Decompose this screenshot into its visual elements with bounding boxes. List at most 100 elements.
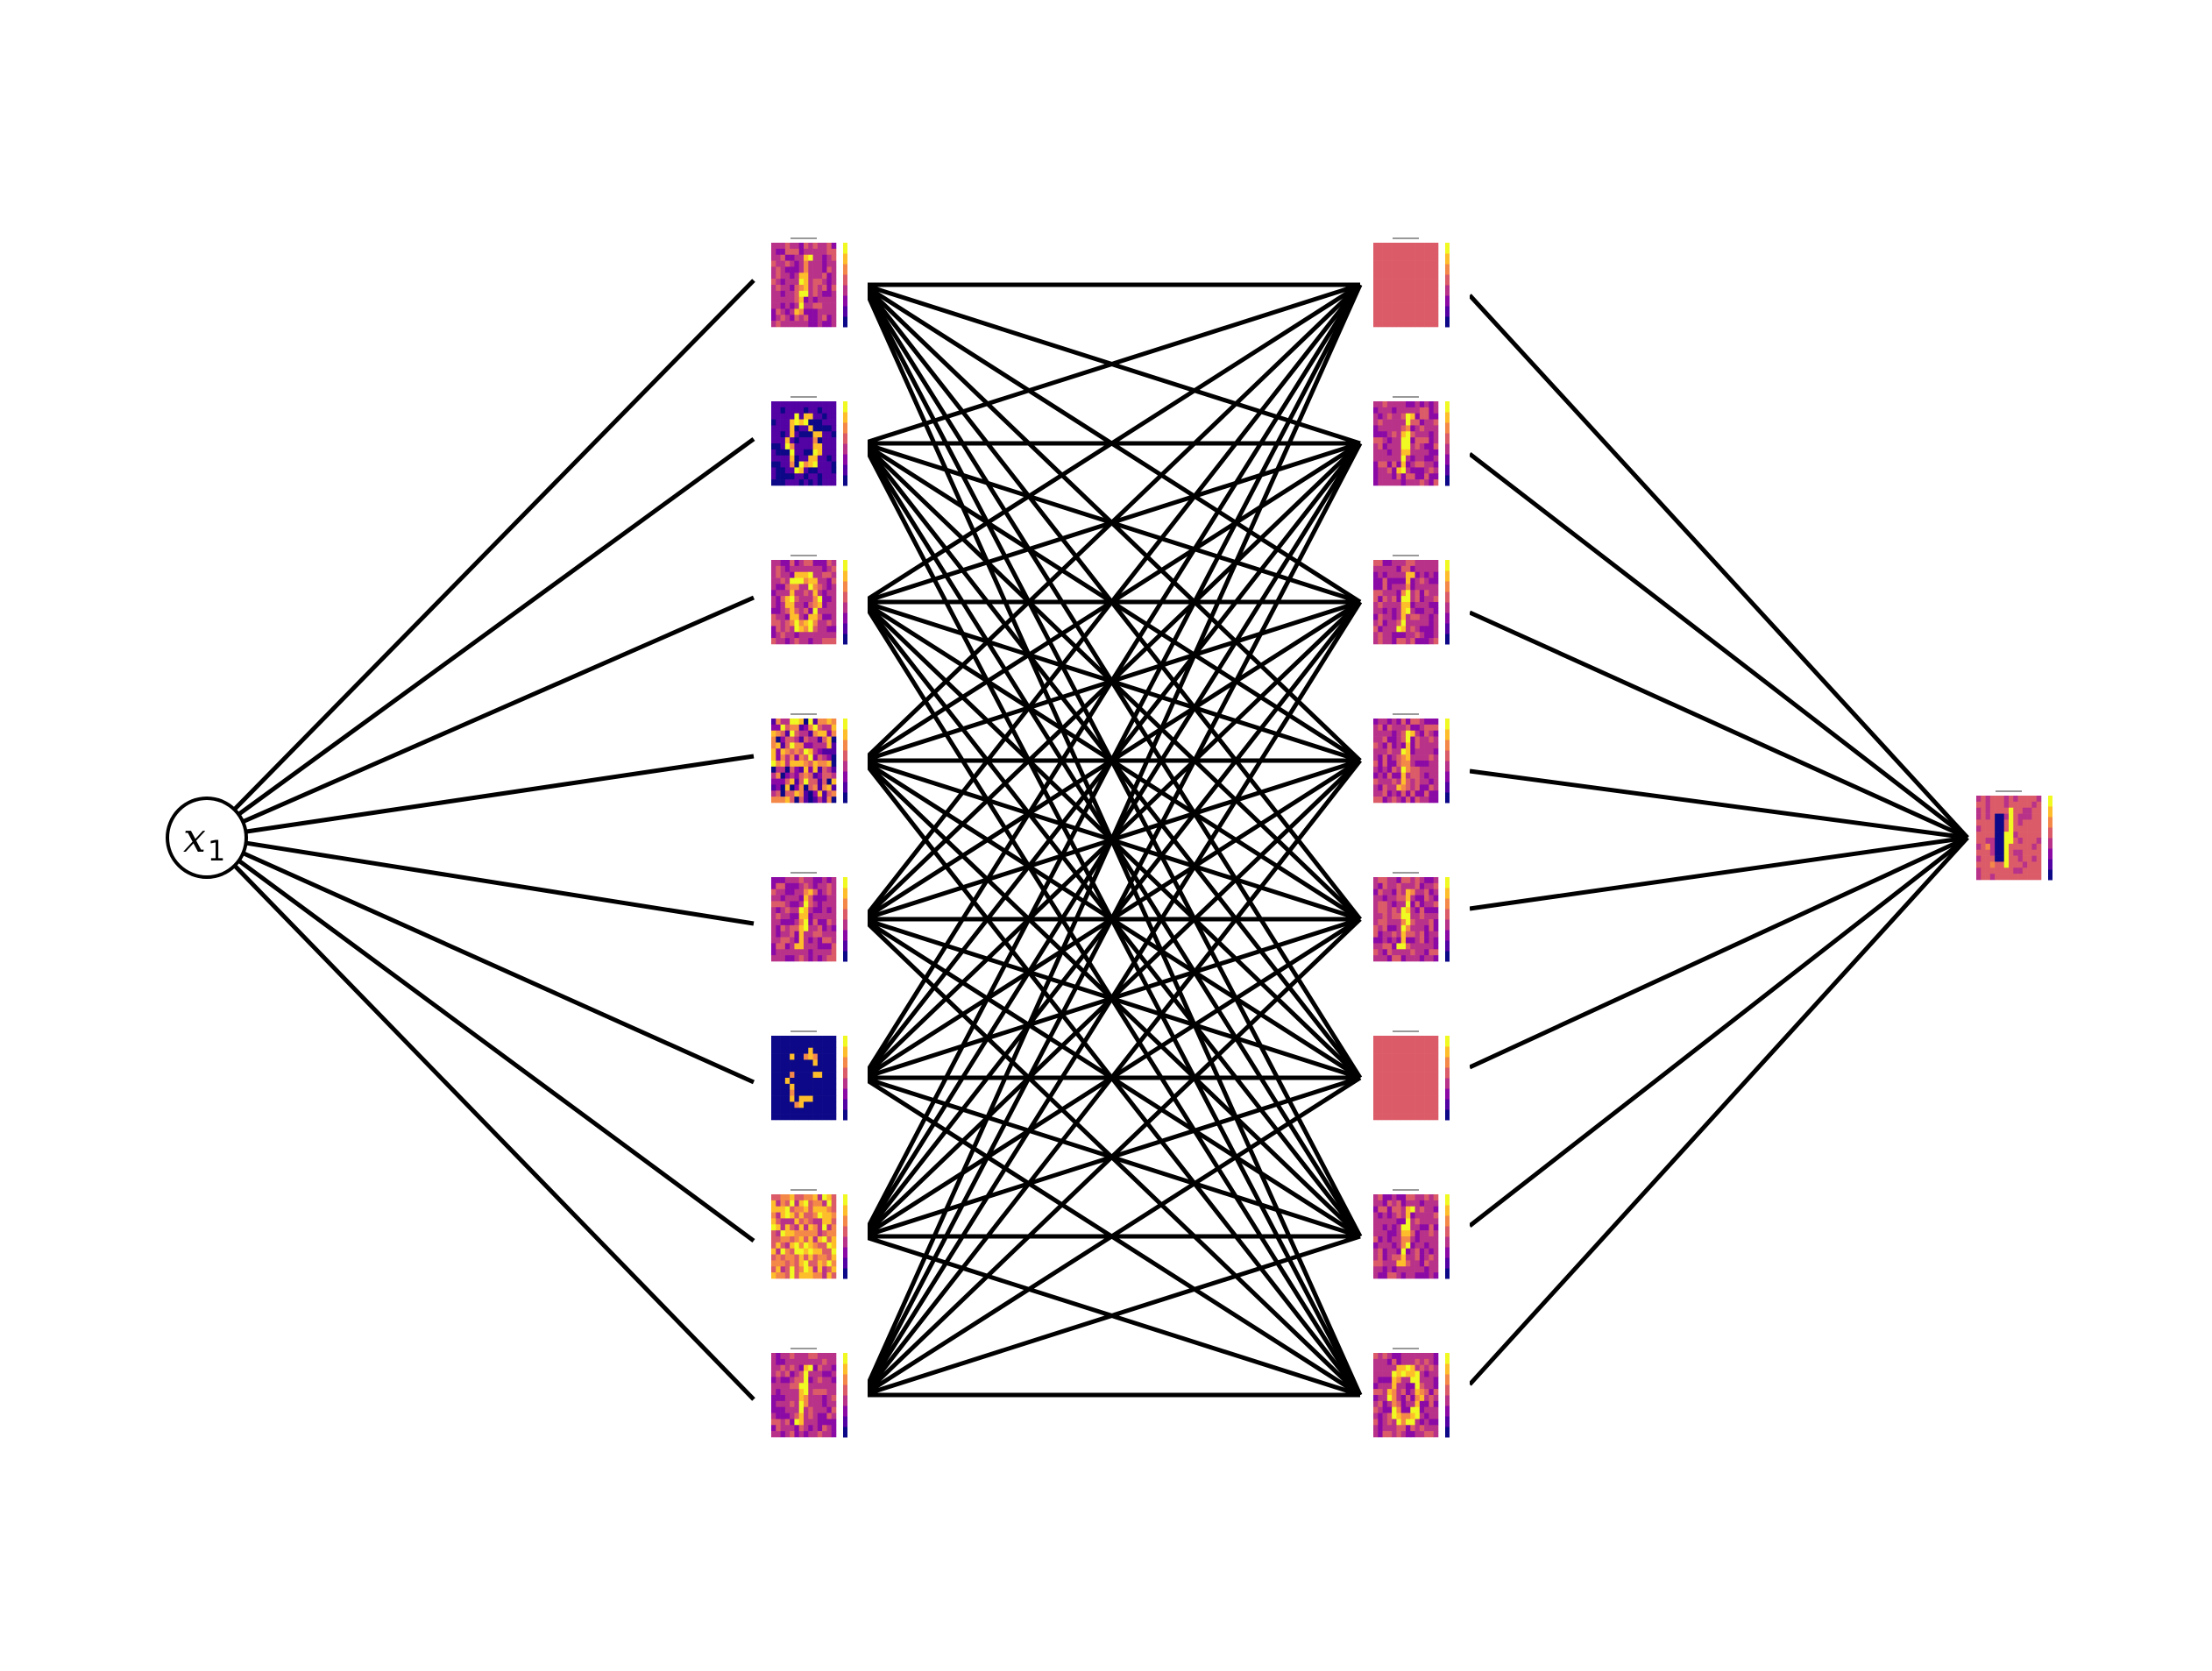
map-cell	[1392, 1254, 1397, 1261]
map-cell	[780, 1364, 786, 1371]
map-cell	[798, 1419, 805, 1426]
map-cell	[771, 748, 776, 755]
map-cell	[1433, 1406, 1439, 1413]
map-cell	[808, 584, 813, 591]
colorbar-segment	[1445, 274, 1450, 286]
map-cell	[1429, 1206, 1435, 1213]
map-cell	[1419, 1053, 1425, 1060]
map-cell	[1378, 401, 1383, 408]
map-cell	[784, 1053, 791, 1060]
colorbar-segment	[843, 761, 847, 772]
map-cell	[1424, 638, 1429, 645]
map-cell	[812, 790, 819, 797]
map-cell	[1400, 260, 1407, 267]
map-cell	[1419, 560, 1425, 567]
map-cell	[1410, 613, 1415, 620]
colorbar-segment	[1445, 1226, 1450, 1237]
map-cell	[1378, 1425, 1383, 1432]
map-cell	[1989, 801, 1996, 809]
map-cell	[1424, 1431, 1429, 1438]
map-cell	[1410, 1194, 1415, 1201]
map-cell	[2036, 825, 2042, 832]
map-cell	[1406, 1395, 1411, 1402]
map-cell	[798, 1389, 805, 1396]
map-cell	[822, 919, 827, 926]
map-cell	[798, 1413, 805, 1420]
map-cell	[1433, 1212, 1439, 1219]
map-cell	[1378, 560, 1383, 567]
map-cell	[808, 1053, 813, 1060]
map-cell	[804, 919, 809, 926]
map-cell	[826, 943, 833, 950]
map-cell	[784, 724, 791, 732]
map-cell	[1392, 413, 1397, 420]
edge-input-to-h1-8	[232, 864, 755, 1401]
map-cell	[1378, 1200, 1383, 1207]
map-cell	[1429, 797, 1435, 804]
map-cell	[812, 413, 819, 420]
map-cell	[1378, 285, 1383, 292]
map-cell	[798, 613, 805, 620]
map-cell	[1386, 1413, 1393, 1420]
map-cell	[808, 949, 813, 956]
map-cell	[1424, 1083, 1429, 1091]
map-cell	[1433, 955, 1439, 962]
map-cell	[1429, 1358, 1435, 1366]
map-cell	[1414, 907, 1421, 914]
map-cell	[1410, 790, 1415, 797]
colorbar-segment	[843, 316, 847, 328]
map-cell	[1410, 602, 1415, 609]
map-cell	[1406, 748, 1411, 755]
map-cell	[812, 797, 819, 804]
map-cell	[1386, 1236, 1393, 1243]
map-cell	[822, 1114, 827, 1121]
map-cell	[1373, 431, 1379, 438]
map-cell	[1414, 784, 1421, 791]
map-cell	[808, 401, 813, 408]
map-cell	[2009, 825, 2014, 832]
map-cell	[1419, 1041, 1425, 1049]
map-cell	[808, 877, 813, 884]
map-cell	[1400, 632, 1407, 639]
map-cell	[831, 949, 837, 956]
map-cell	[798, 461, 805, 468]
map-cell	[812, 1431, 819, 1438]
map-cell	[822, 560, 827, 567]
map-cell	[822, 1089, 827, 1096]
map-cell	[771, 730, 776, 737]
map-cell	[790, 479, 795, 486]
map-cell	[780, 632, 786, 639]
map-cell	[1400, 1194, 1407, 1201]
map-cell	[1396, 613, 1402, 620]
map-cell	[1406, 877, 1411, 884]
map-cell	[1392, 1431, 1397, 1438]
map-cell	[826, 761, 833, 768]
map-cell	[1419, 882, 1425, 890]
map-cell	[1400, 772, 1407, 779]
map-cell	[1406, 461, 1411, 468]
map-cell	[771, 924, 776, 932]
map-cell	[1396, 1218, 1402, 1225]
map-cell	[1419, 1224, 1425, 1231]
map-cell	[808, 1431, 813, 1438]
map-cell	[798, 919, 805, 926]
map-cell	[1414, 413, 1421, 420]
map-cell	[804, 1358, 809, 1366]
map-cell	[771, 1224, 776, 1231]
map-cell	[784, 924, 791, 932]
colorbar-segment	[843, 443, 847, 455]
map-cell	[804, 790, 809, 797]
map-cell	[1429, 590, 1435, 597]
map-cell	[771, 1089, 776, 1096]
map-cell	[831, 1036, 837, 1043]
colorbar-segment	[843, 243, 847, 254]
map-cell	[794, 425, 800, 432]
map-cell	[826, 895, 833, 902]
map-cell	[1429, 315, 1435, 322]
hidden-2-neuron-5-activation-map	[1366, 870, 1470, 974]
map-cell	[2013, 838, 2018, 845]
map-cell	[771, 1353, 776, 1360]
colorbar-segment	[843, 253, 847, 265]
map-cell	[1406, 260, 1411, 267]
colorbar-segment	[843, 570, 847, 582]
